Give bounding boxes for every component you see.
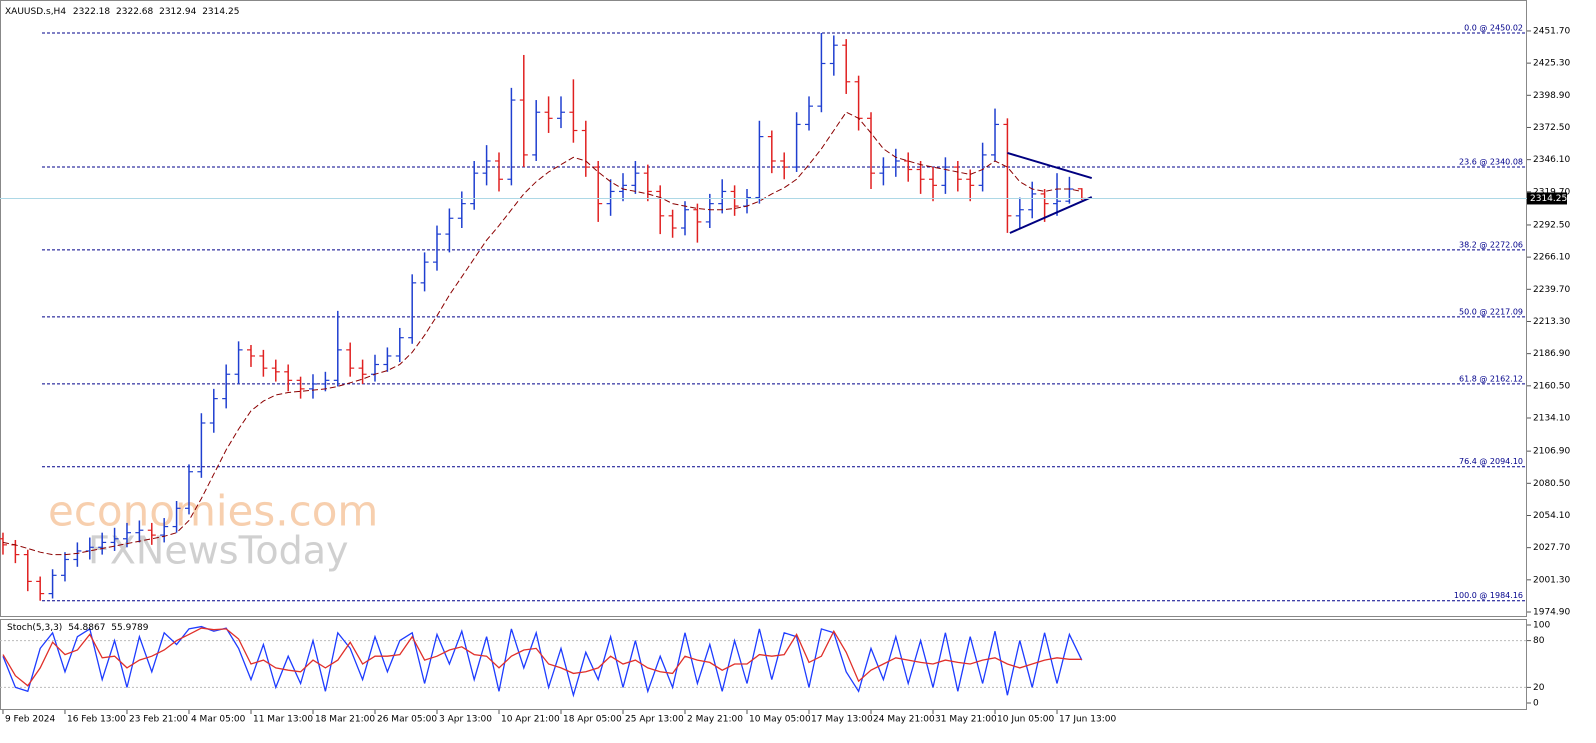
x-tick-label: 18 Apr 05:00 [563, 715, 622, 725]
y-tick-label: 2319.70 [1533, 187, 1570, 197]
x-tick-label: 10 May 05:00 [749, 715, 811, 725]
header-high: 2322.68 [116, 7, 153, 17]
x-tick-label: 26 Mar 05:00 [377, 715, 437, 725]
y-tick-label: 2292.50 [1533, 220, 1570, 230]
plot-area: 2451.70 2425.30 2398.90 2372.50 2346.10 2319.… [0, 24, 1570, 725]
indicator-name: Stoch(5,3,3) [7, 623, 62, 633]
y-tick-label: 2080.50 [1533, 479, 1570, 489]
fib-label: 61.8 @ 2162.12 [1459, 374, 1523, 383]
x-tick-label: 9 Feb 2024 [5, 715, 56, 725]
y-tick-label: 100 [1533, 621, 1550, 631]
x-tick-label: 17 Jun 13:00 [1059, 715, 1116, 725]
header-close: 2314.25 [202, 7, 239, 17]
fib-label: 23.6 @ 2340.08 [1459, 157, 1523, 166]
fib-label: 50.0 @ 2217.09 [1459, 307, 1523, 316]
stoch-signal-value: 55.9789 [111, 623, 148, 633]
y-tick-label: 2001.30 [1533, 575, 1570, 585]
y-tick-label: 2239.70 [1533, 285, 1570, 295]
symbol: XAUUSD.s,H4 [5, 7, 66, 17]
stoch-line [2, 625, 1083, 698]
x-tick-label: 10 Apr 21:00 [501, 715, 560, 725]
stoch-pane [0, 619, 1527, 710]
y-tick-label: 2346.10 [1533, 155, 1570, 165]
fib-label: 38.2 @ 2272.06 [1459, 240, 1523, 249]
y-tick-label: 2186.90 [1533, 349, 1570, 359]
header-low: 2312.94 [159, 7, 196, 17]
y-tick-label: 2425.30 [1533, 59, 1570, 69]
y-tick-label: 2398.90 [1533, 91, 1570, 101]
watermark: FXNewsToday [88, 529, 348, 573]
x-tick-label: 10 Jun 05:00 [997, 715, 1054, 725]
chart-header: XAUUSD.s,H4 2322.18 2322.68 2312.94 2314… [5, 7, 239, 17]
y-tick-label: 2266.10 [1533, 253, 1570, 263]
fib-label: 0.0 @ 2450.02 [1464, 24, 1523, 33]
x-tick-label: 18 Mar 21:00 [315, 715, 375, 725]
price-pane [0, 0, 1527, 617]
y-tick-label: 2213.30 [1533, 317, 1570, 327]
fib-label: 76.4 @ 2094.10 [1459, 457, 1523, 466]
watermark: economies.com [48, 487, 378, 536]
x-tick-label: 24 May 21:00 [873, 715, 935, 725]
y-tick-label: 2451.70 [1533, 26, 1570, 36]
x-tick-label: 16 Feb 13:00 [67, 715, 126, 725]
y-tick-label: 2372.50 [1533, 123, 1570, 133]
trend-line [1009, 196, 1093, 234]
current-price-box [1527, 192, 1567, 205]
x-tick-label: 3 Apr 13:00 [439, 715, 492, 725]
y-tick-label: 0 [1533, 699, 1539, 709]
x-tick-label: 31 May 21:00 [935, 715, 997, 725]
current-price-label: 2314.25 [1530, 194, 1567, 204]
x-tick-label: 17 May 13:00 [811, 715, 873, 725]
y-tick-label: 1974.90 [1533, 608, 1570, 618]
y-tick-label: 2134.10 [1533, 413, 1570, 423]
x-tick-label: 4 Mar 05:00 [191, 715, 246, 725]
stoch-header: Stoch(5,3,3) 54.8867 55.9789 [7, 623, 149, 633]
y-tick-label: 80 [1533, 636, 1545, 646]
x-tick-label: 2 May 21:00 [687, 715, 743, 725]
x-tick-label: 23 Feb 21:00 [129, 715, 188, 725]
stoch-line [2, 627, 1082, 687]
trend-line [1007, 151, 1093, 180]
y-tick-label: 2106.90 [1533, 447, 1570, 457]
moving-average [2, 111, 1082, 556]
y-tick-label: 2027.70 [1533, 543, 1570, 553]
stoch-main-value: 54.8867 [68, 623, 105, 633]
y-tick-label: 2054.10 [1533, 511, 1570, 521]
x-tick-label: 11 Mar 13:00 [253, 715, 313, 725]
header-open: 2322.18 [73, 7, 110, 17]
y-tick-label: 20 [1533, 683, 1545, 693]
fib-label: 100.0 @ 1984.16 [1454, 591, 1523, 600]
y-tick-label: 2160.50 [1533, 381, 1570, 391]
x-tick-label: 25 Apr 13:00 [625, 715, 684, 725]
